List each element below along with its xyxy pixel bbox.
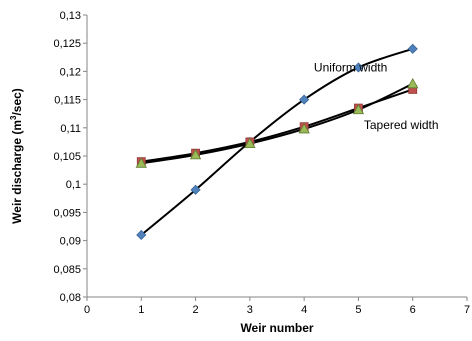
y-tick-label: 0,11 <box>60 123 81 135</box>
x-tick-label: 6 <box>410 304 416 316</box>
data-point-diamond <box>353 62 364 73</box>
y-tick-label: 0,105 <box>53 151 81 163</box>
x-tick-label: 3 <box>247 304 253 316</box>
data-point-triangle <box>135 157 147 168</box>
y-tick-label: 0,085 <box>53 264 81 276</box>
y-tick-label: 0,08 <box>60 292 81 304</box>
series-line <box>141 82 414 165</box>
y-tick-label: 0,13 <box>60 10 81 22</box>
annotation-layer: Uniform width Tapered width <box>314 60 439 132</box>
y-tick-label: 0,115 <box>54 95 81 107</box>
x-tick-label: 1 <box>138 304 144 316</box>
y-tick-label: 0,09 <box>60 236 81 248</box>
y-tick-label: 0,12 <box>60 66 81 78</box>
axes <box>86 15 467 298</box>
x-tick-label: 2 <box>193 304 199 316</box>
y-axis-title-part: Weir discharge (m <box>10 120 24 224</box>
x-tick-label: 0 <box>84 304 90 316</box>
series-line <box>141 88 414 163</box>
y-axis-title: Weir discharge (m3/sec) <box>9 88 24 224</box>
tick-marks <box>83 14 468 301</box>
data-point-diamond <box>136 229 147 241</box>
y-tick-label: 0,095 <box>53 207 81 219</box>
data-point-diamond <box>407 43 418 54</box>
y-axis-title-part: /sec) <box>10 88 24 115</box>
series-line <box>140 47 414 236</box>
data-point-triangle <box>352 103 365 115</box>
series-annotation: Tapered width <box>364 118 439 132</box>
x-tick-label: 5 <box>355 304 361 316</box>
x-tick-labels: 0 1 2 3 4 5 6 7 <box>84 304 470 316</box>
x-tick-label: 7 <box>464 304 470 316</box>
data-point-triangle <box>298 123 310 134</box>
y-axis-title-superscript: 3 <box>9 115 18 120</box>
data-point-triangle <box>407 77 419 89</box>
x-axis-title: Weir number <box>240 321 313 335</box>
y-tick-label: 0,1 <box>66 179 81 191</box>
data-point-triangle <box>189 149 202 160</box>
y-tick-label: 0,125 <box>53 38 81 50</box>
x-tick-label: 4 <box>301 304 307 316</box>
data-point-triangle <box>244 137 256 148</box>
data-point-diamond <box>299 94 310 105</box>
data-point-diamond <box>190 184 201 195</box>
series-layer <box>135 43 419 241</box>
series-annotation: Uniform width <box>314 60 387 74</box>
y-tick-labels: 0,08 0,085 0,09 0,095 0,1 0,105 0,11 0,115 0,12 0… <box>53 10 81 304</box>
